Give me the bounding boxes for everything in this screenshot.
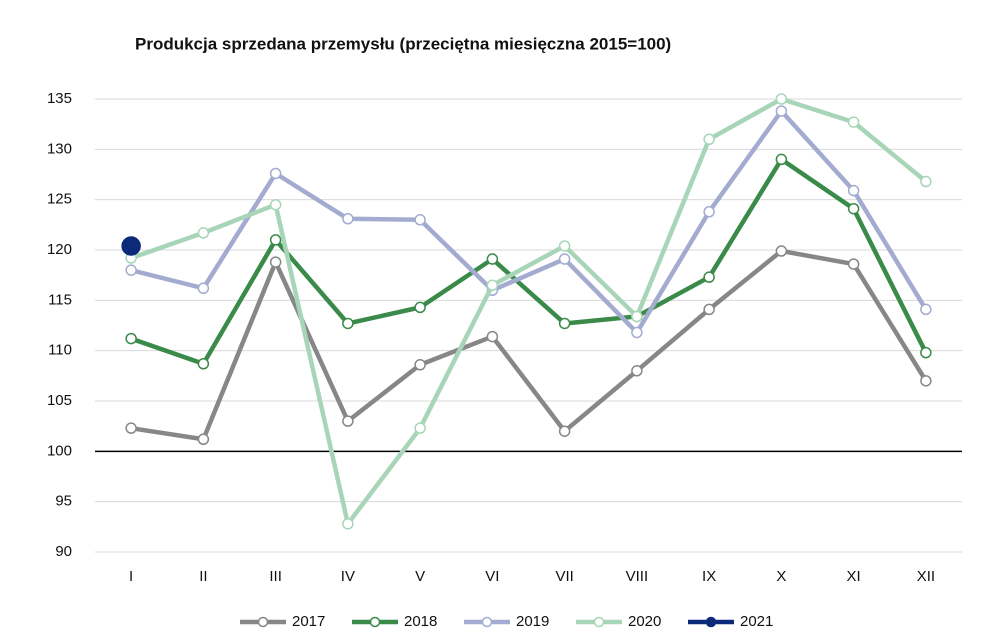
point: [414, 422, 426, 434]
point: [631, 365, 643, 377]
series-line: [130, 248, 928, 442]
point: [414, 214, 426, 226]
point: [269, 167, 282, 180]
point: [703, 205, 715, 218]
y-tick-label: 120: [47, 241, 72, 258]
y-tick-label: 100: [47, 442, 72, 459]
point: [197, 433, 210, 446]
point: [775, 105, 788, 117]
y-tick-label: 90: [55, 543, 72, 560]
point: [342, 518, 354, 530]
point: [342, 213, 354, 225]
point: [558, 317, 571, 330]
point: [631, 326, 643, 339]
point: [197, 227, 210, 239]
point: [486, 279, 499, 291]
x-tick-label: VII: [555, 568, 573, 585]
point: [558, 240, 571, 252]
legend-label: 2017: [292, 613, 325, 630]
point: [414, 301, 426, 314]
series-line: [130, 108, 928, 335]
x-tick-label: V: [415, 568, 425, 585]
point: [847, 258, 860, 270]
y-tick-label: 110: [48, 342, 72, 359]
point: [703, 271, 715, 283]
point: [847, 202, 860, 215]
x-tick-label: XI: [847, 568, 861, 585]
legend-label: 2020: [628, 613, 661, 630]
y-tick-label: 125: [47, 191, 72, 208]
point: [125, 264, 137, 276]
point: [847, 184, 860, 197]
x-tick-label: II: [199, 568, 207, 585]
x-tick-label: I: [129, 568, 133, 585]
legend-label: 2021: [740, 613, 773, 630]
point: [703, 133, 715, 146]
point: [920, 175, 932, 188]
point: [558, 425, 571, 437]
point: [703, 303, 715, 316]
series-line: [130, 157, 928, 367]
point: [558, 253, 571, 265]
x-tick-label: IX: [702, 568, 716, 585]
x-tick-label: III: [269, 568, 282, 585]
point: [775, 93, 788, 105]
y-tick-label: 135: [47, 90, 72, 107]
legend-marker: [369, 616, 381, 628]
point: [197, 282, 210, 295]
x-tick-label: VI: [485, 568, 499, 585]
point: [197, 358, 210, 370]
point: [920, 303, 932, 316]
point: [269, 234, 282, 246]
point: [847, 116, 860, 128]
y-tick-label: 105: [47, 392, 72, 409]
x-tick-label: X: [776, 568, 786, 585]
point: [125, 422, 137, 434]
point: [269, 256, 282, 268]
legend-marker: [593, 616, 605, 628]
point: [920, 375, 932, 387]
point: [414, 359, 426, 371]
point: [269, 198, 282, 211]
point: [486, 253, 499, 265]
point: [121, 236, 141, 256]
point: [125, 332, 137, 345]
x-tick-label: IV: [341, 568, 355, 585]
legend-marker: [481, 616, 493, 628]
y-tick-label: 95: [55, 493, 72, 510]
point: [775, 153, 788, 166]
x-tick-label: VIII: [626, 568, 649, 585]
point: [342, 317, 354, 330]
legend-label: 2019: [516, 613, 549, 630]
x-tick-label: XII: [917, 568, 935, 585]
y-tick-label: 130: [47, 140, 72, 157]
series-line: [130, 96, 928, 527]
legend-marker: [257, 616, 269, 628]
point: [486, 330, 499, 343]
legend-marker: [705, 616, 717, 628]
point: [775, 245, 788, 257]
legend-label: 2018: [404, 613, 437, 630]
point: [631, 310, 643, 323]
chart-title: Produkcja sprzedana przemysłu (przeciętn…: [135, 34, 671, 53]
point: [342, 415, 354, 427]
point: [920, 346, 932, 359]
y-tick-label: 115: [48, 291, 72, 308]
